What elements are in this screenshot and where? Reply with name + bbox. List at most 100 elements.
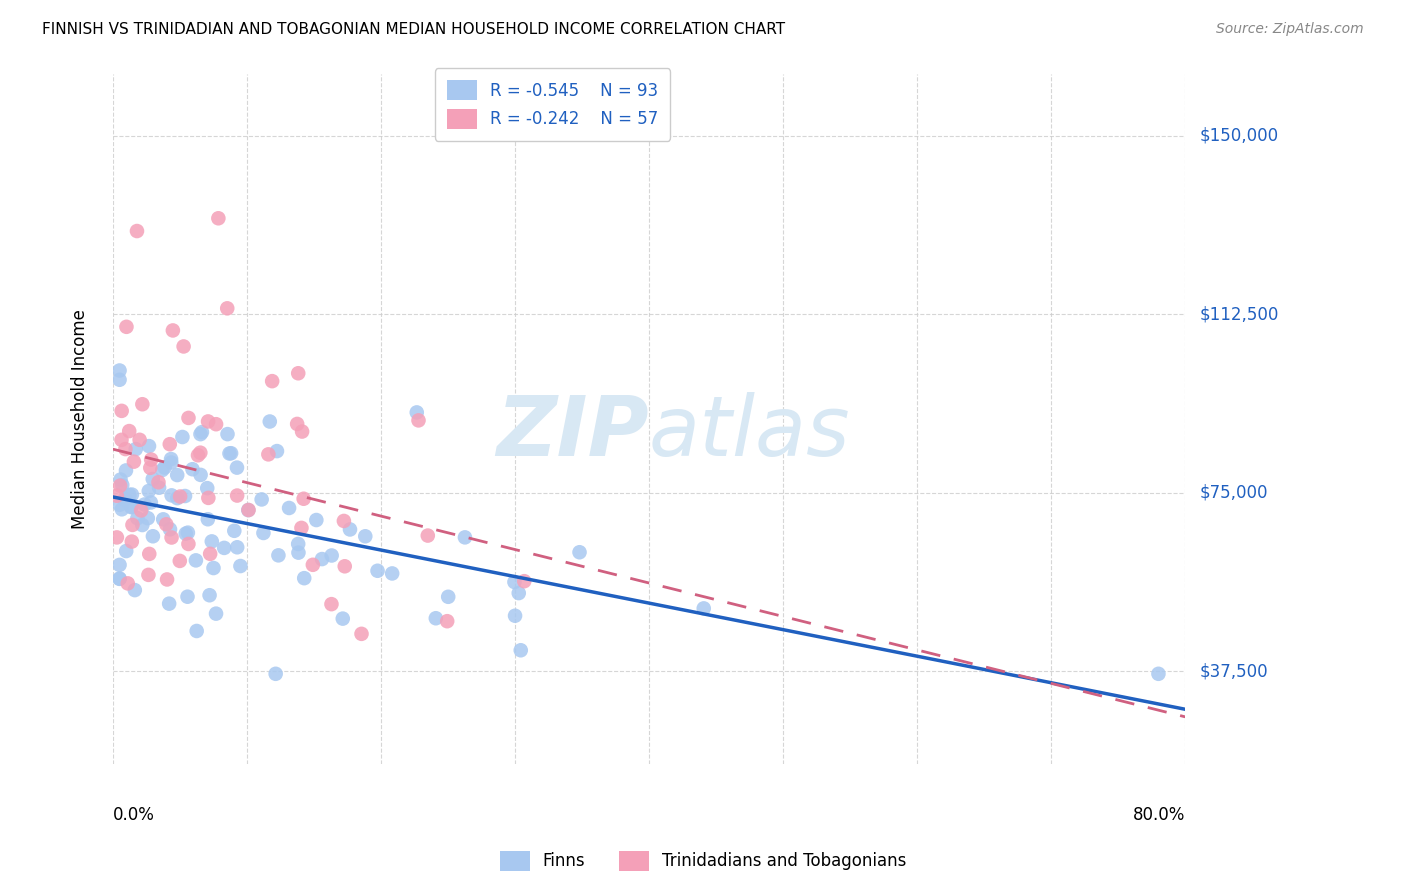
Point [219,446,242,460]
Point [311,552,333,566]
Point [408,413,430,427]
Point [125,442,148,456]
Point [153,460,176,475]
Point [290,521,312,535]
Point [693,601,716,615]
Point [212,541,235,555]
Point [108,498,131,512]
Point [108,373,131,387]
Point [224,524,246,538]
Point [278,500,301,515]
Point [217,301,239,316]
Point [160,531,183,545]
Point [169,554,191,568]
Point [252,525,274,540]
Point [114,442,136,456]
Point [121,534,143,549]
Point [174,489,197,503]
Text: 0.0%: 0.0% [112,805,155,823]
Point [177,411,200,425]
Point [142,529,165,543]
Point [568,545,591,559]
Point [169,490,191,504]
Point [118,488,141,502]
Point [110,433,132,447]
Point [129,503,152,517]
Point [105,489,128,503]
Point [190,467,212,482]
Point [160,456,183,470]
Point [503,608,526,623]
Point [159,522,181,536]
Text: Source: ZipAtlas.com: Source: ZipAtlas.com [1216,22,1364,37]
Point [139,495,162,509]
Point [202,561,225,575]
Point [436,614,458,628]
Point [291,425,314,439]
Point [122,455,145,469]
Text: $150,000: $150,000 [1199,127,1278,145]
Point [285,417,308,431]
Point [114,492,136,507]
Text: $112,500: $112,500 [1199,305,1278,324]
Point [150,463,173,477]
Point [111,404,134,418]
Point [136,511,159,525]
Point [229,559,252,574]
Point [118,424,141,438]
Point [121,500,143,515]
Point [508,586,530,600]
Point [238,503,260,517]
Point [138,439,160,453]
Point [262,374,284,388]
Point [121,517,143,532]
Point [190,427,212,442]
Point [503,574,526,589]
Point [287,546,309,560]
Point [105,530,128,544]
Point [226,460,249,475]
Point [177,525,200,540]
Point [155,517,177,532]
Point [131,397,153,411]
Point [134,498,156,512]
Point [128,433,150,447]
Point [115,319,138,334]
Point [381,566,404,581]
Point [266,444,288,458]
Point [292,491,315,506]
Point [115,463,138,477]
Text: FINNISH VS TRINIDADIAN AND TOBAGONIAN MEDIAN HOUSEHOLD INCOME CORRELATION CHART: FINNISH VS TRINIDADIAN AND TOBAGONIAN ME… [42,22,786,37]
Point [425,611,447,625]
Point [187,448,209,462]
Point [142,472,165,486]
Point [238,503,260,517]
Point [305,513,328,527]
Point [138,547,160,561]
Point [139,460,162,475]
Point [124,583,146,598]
Point [188,446,211,460]
Point [108,558,131,572]
Text: $75,000: $75,000 [1199,483,1268,502]
Point [513,574,536,589]
Point [292,571,315,585]
Point [333,514,356,528]
Y-axis label: Median Household Income: Median Household Income [72,310,89,529]
Point [160,452,183,467]
Point [264,666,287,681]
Point [166,468,188,483]
Point [207,211,229,226]
Point [302,558,325,572]
Point [197,414,219,428]
Point [454,530,477,544]
Point [152,512,174,526]
Point [218,446,240,460]
Point [205,417,228,432]
Point [198,588,221,602]
Point [205,607,228,621]
Point [110,473,132,487]
Point [121,487,143,501]
Point [138,483,160,498]
Point [117,576,139,591]
